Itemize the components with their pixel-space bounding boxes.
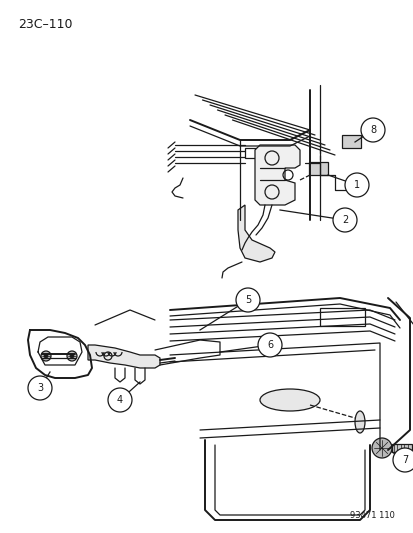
Text: 5: 5 xyxy=(244,295,251,305)
FancyBboxPatch shape xyxy=(309,161,328,174)
Text: 93471 110: 93471 110 xyxy=(349,511,394,520)
Ellipse shape xyxy=(259,389,319,411)
Circle shape xyxy=(360,118,384,142)
Circle shape xyxy=(257,333,281,357)
Text: 23C–110: 23C–110 xyxy=(18,18,72,31)
Text: 2: 2 xyxy=(341,215,347,225)
Polygon shape xyxy=(254,145,299,205)
Text: 3: 3 xyxy=(37,383,43,393)
Circle shape xyxy=(41,351,51,361)
Circle shape xyxy=(371,438,391,458)
Circle shape xyxy=(344,173,368,197)
Circle shape xyxy=(28,376,52,400)
Polygon shape xyxy=(237,205,274,262)
Circle shape xyxy=(70,354,74,358)
Text: 8: 8 xyxy=(369,125,375,135)
Circle shape xyxy=(235,288,259,312)
Circle shape xyxy=(44,354,48,358)
Text: 1: 1 xyxy=(353,180,359,190)
FancyBboxPatch shape xyxy=(342,134,361,148)
Ellipse shape xyxy=(354,411,364,433)
Circle shape xyxy=(67,351,77,361)
Text: 7: 7 xyxy=(401,455,407,465)
Circle shape xyxy=(332,208,356,232)
Text: 6: 6 xyxy=(266,340,273,350)
Circle shape xyxy=(108,388,132,412)
Polygon shape xyxy=(88,345,159,368)
FancyBboxPatch shape xyxy=(391,444,411,452)
Text: 4: 4 xyxy=(116,395,123,405)
Circle shape xyxy=(392,448,413,472)
